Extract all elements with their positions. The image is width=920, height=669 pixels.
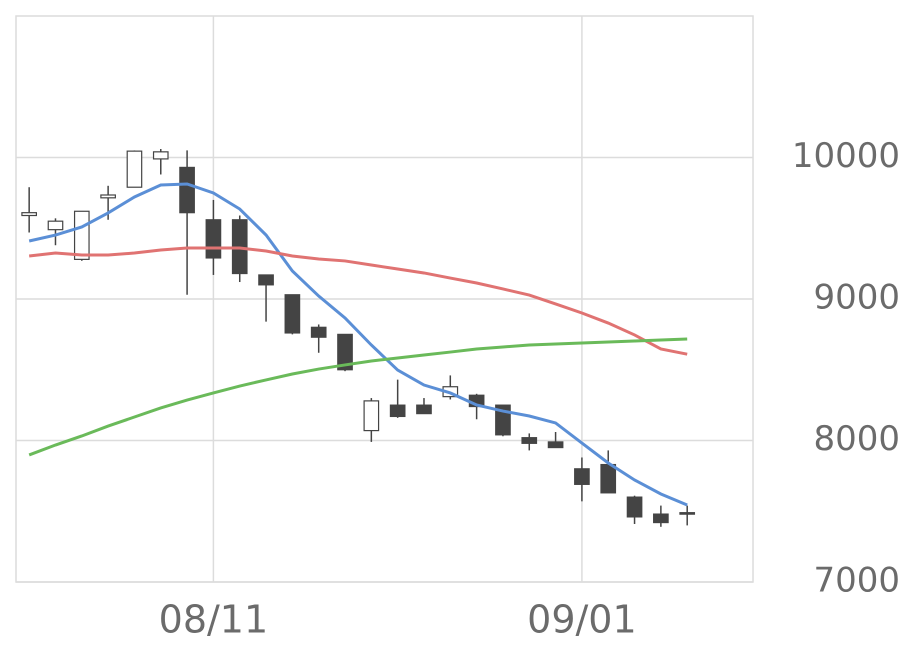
candle-body: [310, 326, 327, 338]
candle-body: [47, 220, 64, 231]
candle-body: [152, 151, 169, 160]
candle-body: [600, 463, 617, 494]
candle-body: [284, 294, 301, 334]
moving-average-line: [28, 337, 688, 457]
candle-body: [416, 404, 432, 415]
candle-body: [179, 166, 195, 214]
candle-body: [653, 513, 669, 524]
candle-body: [337, 333, 353, 371]
moving-average-line: [28, 246, 688, 356]
candle-body: [363, 400, 380, 432]
moving-average-line: [28, 182, 688, 507]
candle-body: [389, 404, 406, 418]
candle-body: [258, 274, 274, 286]
candle-body: [21, 212, 37, 217]
y-tick-label: 8000: [813, 419, 900, 459]
candle-body: [521, 437, 538, 444]
candle-body: [205, 219, 222, 259]
candle-body: [547, 441, 564, 449]
y-tick-label: 7000: [813, 561, 900, 601]
y-tick-label: 10000: [792, 136, 900, 176]
x-tick-label: 09/01: [527, 598, 637, 642]
candle-body: [126, 150, 143, 188]
candle-body: [100, 194, 116, 199]
y-tick-label: 9000: [813, 278, 900, 318]
candle-body: [574, 468, 590, 485]
candle-body: [626, 496, 643, 518]
x-tick-label: 08/11: [159, 598, 269, 642]
candle-body: [679, 512, 696, 515]
candle-body: [73, 210, 90, 260]
